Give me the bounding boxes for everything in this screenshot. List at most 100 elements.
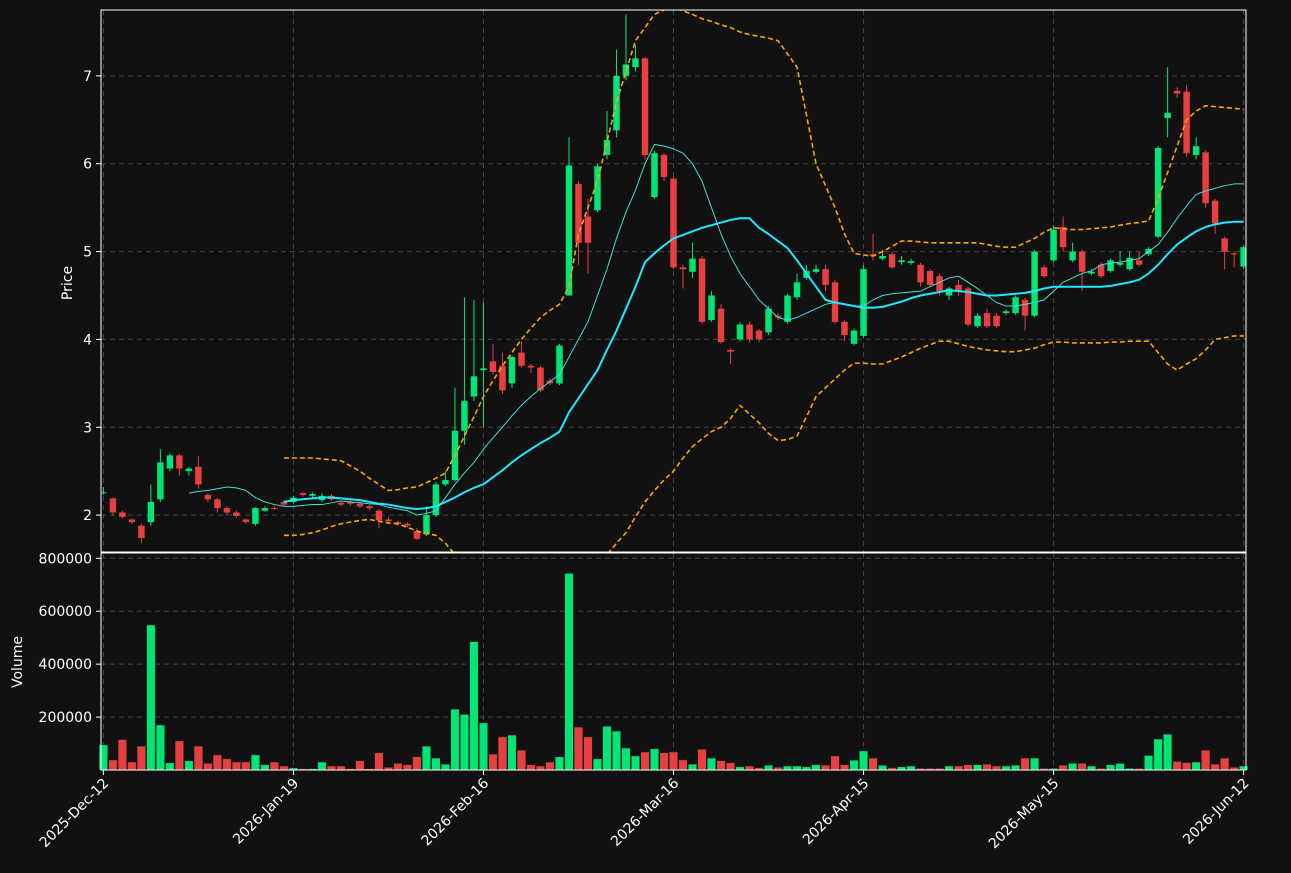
volume-bar xyxy=(697,749,707,771)
candle-body xyxy=(527,365,535,368)
volume-bar xyxy=(1030,757,1040,771)
candle-body xyxy=(651,153,658,198)
volume-bar xyxy=(374,752,384,771)
volume-bar xyxy=(146,624,156,771)
volume-bar xyxy=(1191,761,1201,771)
candle-body xyxy=(1050,229,1057,261)
volume-bar xyxy=(963,764,973,771)
candle-body xyxy=(575,183,582,243)
volume-bar xyxy=(782,765,793,771)
candle-body xyxy=(101,492,107,494)
volume-bar xyxy=(1201,749,1211,771)
candle-body xyxy=(1116,262,1124,265)
volume-bar xyxy=(412,756,422,771)
candle-body xyxy=(138,525,145,538)
volume-bar xyxy=(678,759,688,771)
candle-body xyxy=(993,315,1000,327)
candle-body xyxy=(974,315,981,327)
candle-body xyxy=(850,330,858,344)
y-tick-label: 400000 xyxy=(39,657,92,673)
candle-body xyxy=(926,270,934,285)
volume-bar xyxy=(849,759,859,771)
y-tick-label: 5 xyxy=(83,245,92,261)
candle-body xyxy=(423,515,430,535)
candle-body xyxy=(898,260,905,263)
candle-body xyxy=(784,295,791,322)
volume-bar xyxy=(992,765,1002,771)
candle-body xyxy=(765,308,772,333)
candle-body xyxy=(983,313,991,327)
volume-bars xyxy=(98,573,1249,771)
volume-bar xyxy=(954,765,964,771)
candle-body xyxy=(594,166,601,211)
volume-bar xyxy=(1106,764,1116,771)
volume-bar xyxy=(184,760,194,771)
volume-bar xyxy=(203,763,213,771)
volume-bar xyxy=(630,755,641,771)
candle-body xyxy=(299,493,307,495)
volume-bar xyxy=(649,748,660,771)
volume-bar xyxy=(497,736,507,771)
volume-bar xyxy=(1001,765,1011,771)
candle-body xyxy=(755,330,763,340)
volume-bar xyxy=(507,734,517,771)
candle-body xyxy=(280,501,288,505)
volume-bar xyxy=(108,759,118,771)
overlay-line xyxy=(283,335,1244,552)
candle-body xyxy=(841,321,848,336)
candle-body xyxy=(176,455,183,469)
volume-bar xyxy=(1144,755,1154,771)
volume-bar xyxy=(241,761,251,771)
volume-bar xyxy=(944,765,954,771)
volume-bar xyxy=(98,744,108,771)
candle-body xyxy=(727,349,734,352)
candle-body xyxy=(489,361,497,372)
candle-body xyxy=(632,58,639,68)
volume-bar xyxy=(193,745,203,771)
y-tick-label: 800000 xyxy=(39,551,92,567)
candle-body xyxy=(385,519,392,522)
volume-bar xyxy=(1220,757,1230,771)
candle-body xyxy=(337,502,345,505)
candle-body xyxy=(888,254,896,268)
volume-bar xyxy=(336,765,346,771)
volume-bar xyxy=(1210,763,1220,771)
candle-body xyxy=(955,284,962,292)
volume-bar xyxy=(868,757,878,771)
candle-body xyxy=(242,519,250,523)
overlay-line xyxy=(188,143,1244,516)
y-tick-label: 6 xyxy=(83,157,92,173)
candle-body xyxy=(1078,251,1086,272)
volume-bar xyxy=(174,740,184,771)
candle-body xyxy=(109,498,117,513)
volume-grid xyxy=(101,553,1246,770)
volume-bar xyxy=(459,714,469,771)
candle-body xyxy=(508,356,516,384)
volume-bar xyxy=(431,757,441,771)
volume-bar xyxy=(117,739,127,771)
candle-body xyxy=(119,512,126,517)
candle-body xyxy=(480,368,487,371)
candle-body xyxy=(584,216,592,243)
volume-bar xyxy=(1172,761,1182,771)
candle-body xyxy=(1097,264,1105,277)
volume-bar xyxy=(402,764,412,771)
candle-body xyxy=(195,466,202,485)
candle-body xyxy=(860,269,867,336)
volume-bar xyxy=(516,749,526,771)
candle-body xyxy=(1230,253,1238,255)
volume-bar xyxy=(602,726,612,771)
candle-body xyxy=(271,508,278,510)
volume-bar xyxy=(1163,734,1173,771)
volume-bar xyxy=(450,708,460,771)
volume-bar xyxy=(792,765,802,771)
candle-body xyxy=(518,352,525,366)
volume-bar xyxy=(668,751,679,771)
candle-body xyxy=(603,140,611,155)
volume-bar xyxy=(127,761,137,771)
candle-body xyxy=(679,267,687,270)
volume-bar xyxy=(859,750,869,771)
candle-body xyxy=(698,258,706,322)
volume-bar xyxy=(250,754,260,771)
